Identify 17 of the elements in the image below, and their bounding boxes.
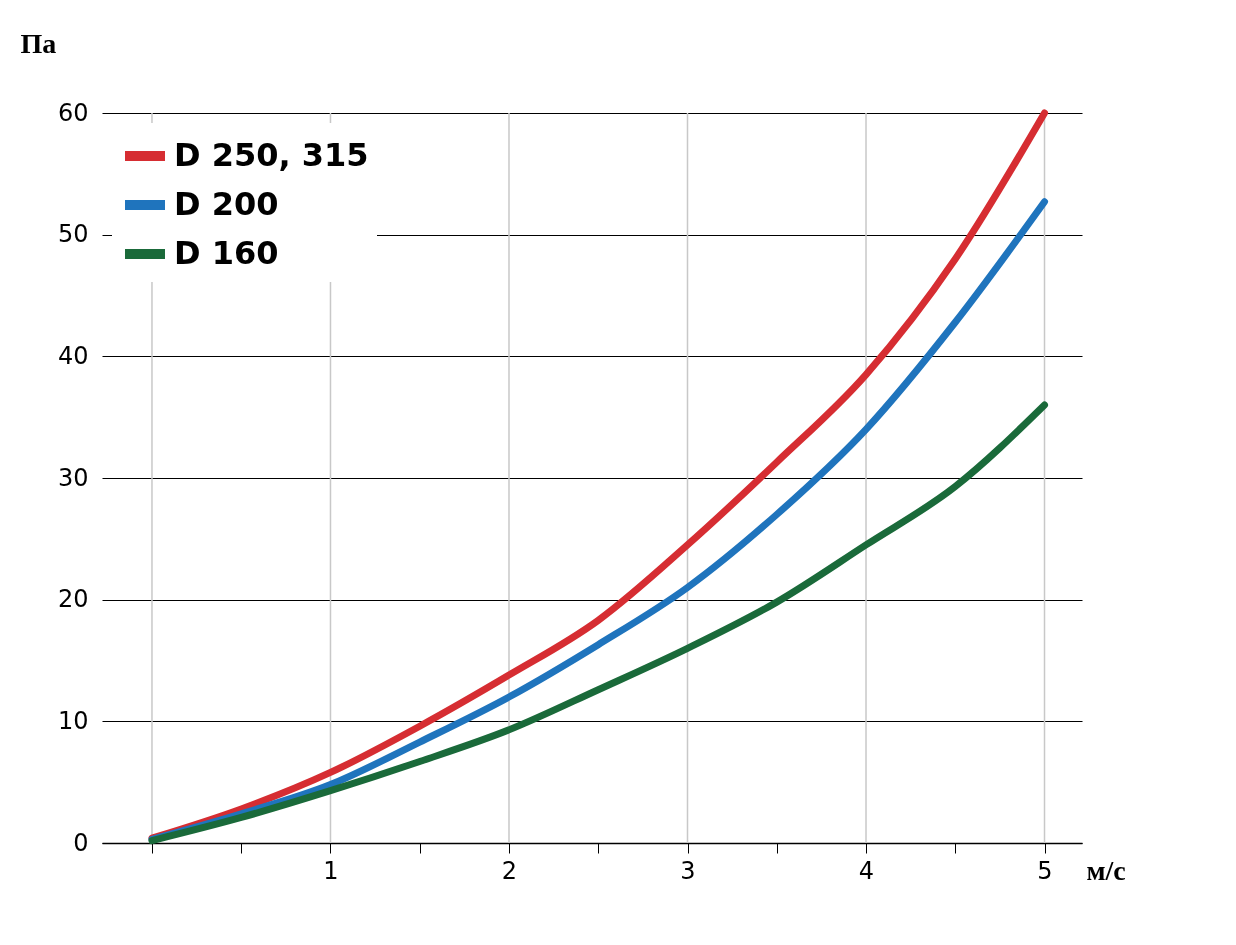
x-tick-label: 3 — [680, 856, 696, 885]
y-tick-label: 0 — [73, 828, 89, 857]
y-tick-label: 40 — [57, 341, 89, 370]
y-tick-label: 50 — [57, 220, 89, 249]
y-tick-label: 10 — [57, 706, 89, 735]
legend-label: D 250, 315 — [174, 136, 369, 174]
y-tick-label: 30 — [57, 463, 89, 492]
y-tick-label: 20 — [57, 585, 89, 614]
legend-label: D 160 — [174, 234, 279, 272]
x-axis-title: м/с — [1086, 854, 1126, 886]
x-tick-label: 2 — [501, 856, 518, 885]
x-tick-label: 4 — [858, 856, 875, 885]
x-tick-label: 1 — [323, 856, 339, 885]
y-tick-label: 60 — [57, 98, 89, 127]
x-tick-label: 5 — [1037, 856, 1053, 885]
y-axis-title: Па — [20, 27, 57, 59]
legend-label: D 200 — [174, 185, 279, 223]
